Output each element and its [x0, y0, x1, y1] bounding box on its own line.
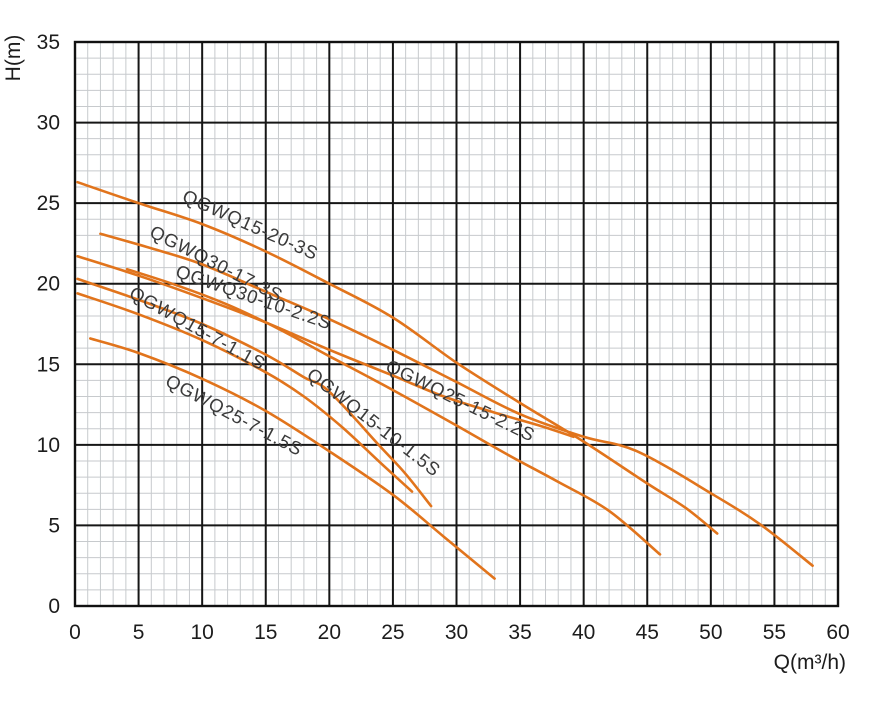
- pump-curve-QGWQ15-10-1.5S: [76, 277, 433, 508]
- y-tick-label: 30: [37, 112, 60, 135]
- x-tick-label: 20: [318, 621, 341, 644]
- pump-curve-QGWQ15-7-1.1S: [76, 292, 414, 493]
- y-tick-label: 25: [37, 192, 60, 215]
- x-axis-title: Q(m³/h): [774, 651, 846, 674]
- x-tick-label: 50: [699, 621, 722, 644]
- pump-curve-QGWQ25-7-1.5S: [89, 337, 496, 580]
- x-tick-label: 0: [69, 621, 81, 644]
- x-tick-label: 45: [636, 621, 659, 644]
- y-tick-label: 10: [37, 434, 60, 457]
- x-tick-label: 35: [508, 621, 531, 644]
- axis-tick-labels: 0 5 10 15 20 25 30 35 40 45 50 55 60 0 5 10 15 20 25 30 35: [37, 31, 850, 644]
- x-tick-label: 30: [445, 621, 468, 644]
- plot-border: [73, 40, 840, 608]
- pump-curve-QGWQ30-10-2.2S: [125, 267, 662, 556]
- x-tick-label: 60: [826, 621, 849, 644]
- x-tick-label: 10: [190, 621, 213, 644]
- y-tick-label: 15: [37, 353, 60, 376]
- pump-curve-QGWQ15-20-3S: [76, 180, 719, 535]
- pump-curves: [76, 180, 814, 580]
- y-tick-label: 20: [37, 273, 60, 296]
- y-axis-title: H(m): [2, 35, 25, 82]
- pump-curve-QGWQ30-17-3S: [99, 232, 814, 567]
- x-tick-label: 15: [254, 621, 277, 644]
- y-tick-label: 5: [48, 514, 60, 537]
- x-tick-label: 5: [133, 621, 145, 644]
- pump-curve-QGWQ25-15-2.2S: [76, 255, 575, 439]
- y-tick-label: 0: [48, 595, 60, 618]
- x-tick-label: 40: [572, 621, 595, 644]
- x-tick-label: 55: [763, 621, 786, 644]
- x-tick-label: 25: [381, 621, 404, 644]
- y-tick-label: 35: [37, 31, 60, 54]
- major-gridlines: [75, 42, 838, 606]
